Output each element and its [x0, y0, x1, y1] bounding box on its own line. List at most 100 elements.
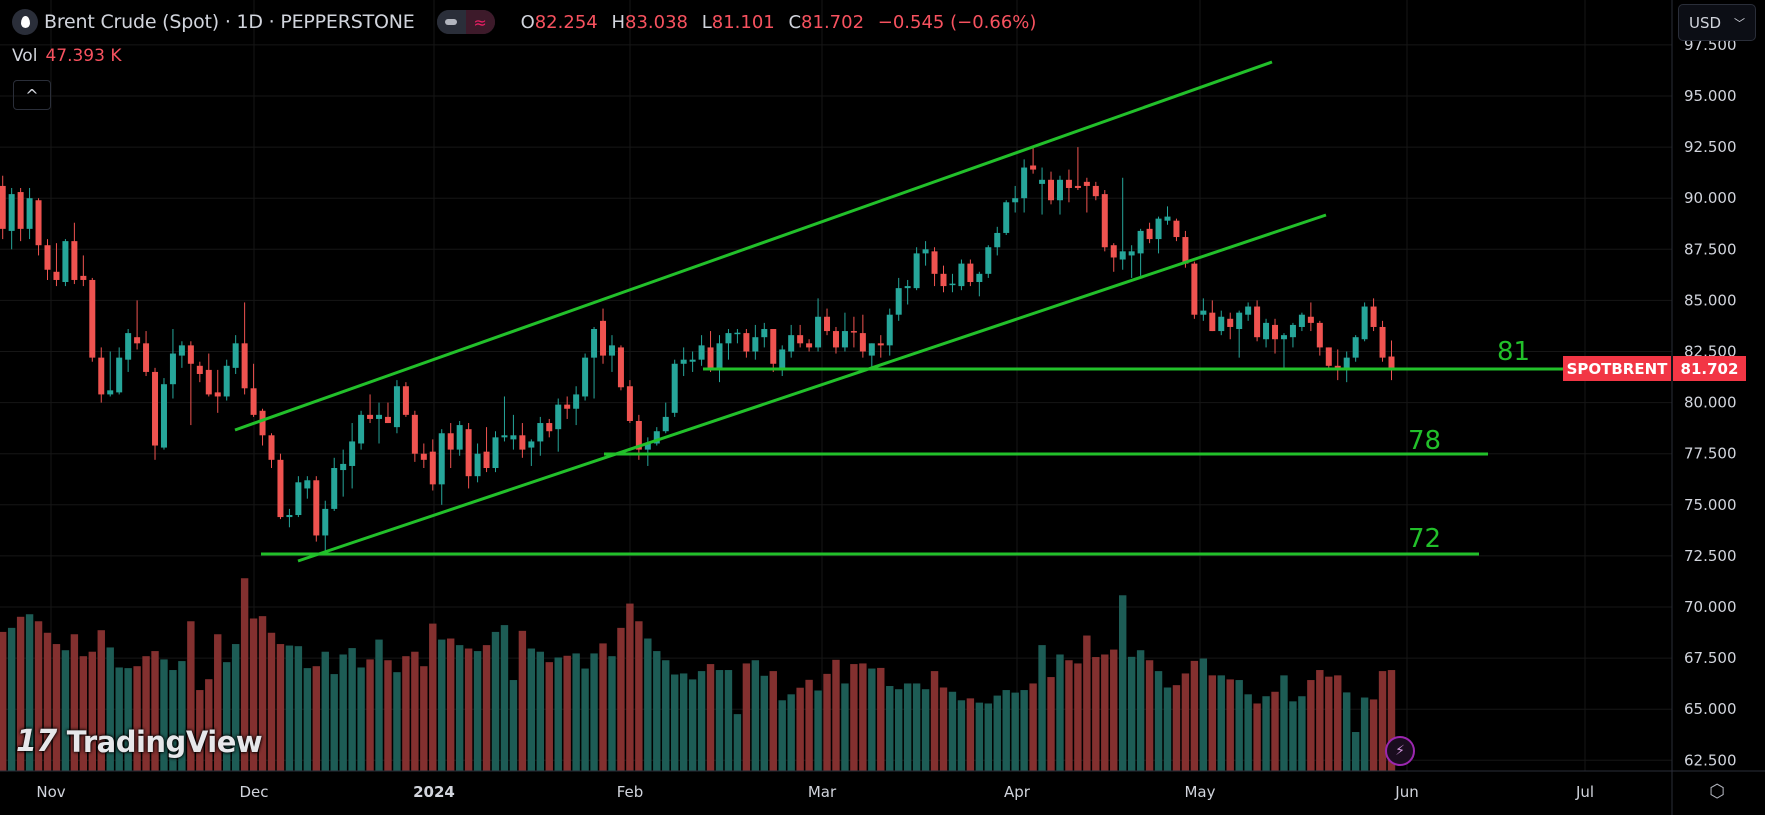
volume-bar	[688, 679, 697, 771]
candle-body	[178, 345, 185, 356]
price-tick-label: 95.000	[1684, 87, 1737, 105]
volume-bar	[1253, 703, 1261, 771]
candle-body	[152, 371, 159, 446]
candle-body	[519, 435, 526, 450]
open-label: O	[520, 11, 535, 33]
candle-body	[411, 414, 418, 454]
candle	[528, 439, 535, 466]
collapse-legend-button[interactable]: ^	[13, 80, 51, 110]
candle	[169, 329, 176, 399]
volume-bar	[115, 667, 123, 771]
candle-body	[573, 394, 580, 409]
candle-body	[1146, 228, 1153, 240]
candle	[841, 312, 848, 352]
series-visibility-toggle[interactable]: ≈	[436, 10, 495, 34]
volume-bar	[482, 645, 491, 771]
candle-body	[17, 192, 24, 229]
volume-bar	[599, 643, 607, 771]
candle	[904, 279, 911, 305]
price-tick-label: 75.000	[1684, 496, 1737, 514]
candle-body	[1128, 251, 1135, 256]
volume-bar	[106, 647, 114, 771]
volume-bar	[0, 631, 7, 771]
candle	[743, 329, 750, 358]
candle	[832, 326, 839, 354]
volume-bar	[563, 655, 571, 771]
level-label-72: 72	[1408, 524, 1441, 554]
candle	[635, 414, 642, 460]
candle-body	[116, 357, 123, 393]
volume-bar	[850, 664, 858, 771]
candle	[1155, 216, 1162, 254]
trendline-drawings[interactable]: 81 78 72	[234, 60, 1565, 563]
approx-icon[interactable]: ≈	[465, 10, 495, 34]
candle-body	[868, 343, 875, 356]
currency-select[interactable]: USD ﹀	[1678, 4, 1756, 41]
candle-body	[743, 333, 750, 352]
price-tick-label: 62.500	[1684, 751, 1737, 769]
lower-channel-line[interactable]	[297, 213, 1327, 563]
volume-bar	[178, 661, 186, 771]
candle-body	[241, 343, 248, 389]
candle-body	[35, 200, 42, 246]
candle-body	[635, 420, 642, 450]
candle	[35, 198, 42, 256]
candle-body	[528, 441, 535, 448]
volume-bar	[34, 621, 43, 771]
candle	[824, 308, 831, 336]
candle-body	[1065, 179, 1072, 188]
volume-bar	[1271, 691, 1279, 771]
candle	[286, 508, 293, 528]
candle	[797, 324, 804, 348]
candle-body	[788, 335, 795, 352]
candle	[1128, 245, 1135, 278]
symbol-title[interactable]: Brent Crude (Spot) · 1D · PEPPERSTONE	[44, 11, 415, 33]
candle	[1048, 171, 1055, 205]
volume-bar	[384, 660, 392, 771]
candle	[89, 277, 96, 362]
volume-bar	[1154, 671, 1163, 771]
candle-body	[71, 241, 78, 280]
candle-body	[1379, 326, 1386, 358]
volume-bar	[1181, 673, 1190, 771]
candle	[1021, 159, 1028, 213]
time-tick-label: May	[1184, 783, 1215, 801]
candle	[1307, 302, 1314, 332]
tradingview-logo[interactable]: 17 TradingView	[16, 724, 263, 759]
volume-bar	[1360, 697, 1369, 771]
candle-body	[698, 345, 705, 360]
chart-settings-icon[interactable]: ⬡	[1709, 780, 1725, 802]
candle-body	[286, 515, 293, 518]
candle-body	[1272, 324, 1279, 340]
time-tick-label: Nov	[36, 783, 65, 801]
price-tick-label: 80.000	[1684, 394, 1737, 412]
candle-body	[465, 429, 472, 477]
candle	[510, 414, 517, 450]
volume-bar	[679, 673, 688, 771]
candle-body	[734, 332, 741, 335]
lightning-icon[interactable]: ⚡	[1385, 736, 1415, 766]
volume-bar	[859, 663, 867, 771]
volume-bar	[518, 630, 527, 771]
candle-body	[1137, 230, 1144, 254]
volume-bar	[16, 616, 25, 771]
hide-icon[interactable]	[436, 10, 466, 34]
candle	[626, 380, 633, 424]
volume-bar	[957, 700, 966, 771]
upper-channel-line[interactable]	[234, 60, 1273, 432]
volume-bar	[554, 657, 562, 771]
volume-bars	[0, 578, 1396, 771]
candle-body	[1254, 306, 1261, 338]
volume-bar	[231, 644, 240, 771]
candle-body	[250, 388, 257, 415]
candlestick-series	[0, 147, 1395, 552]
candle-body	[1182, 237, 1189, 264]
candle-body	[653, 431, 660, 444]
candle	[241, 302, 248, 395]
volume-bar	[1226, 679, 1234, 771]
candle-body	[125, 333, 132, 360]
volume-bar	[635, 621, 643, 771]
volume-bar	[975, 702, 984, 771]
volume-bar	[1298, 696, 1306, 771]
